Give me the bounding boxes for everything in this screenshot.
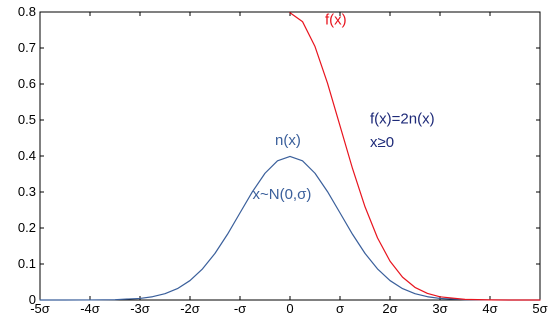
x-tick-label: 3σ [432,301,447,316]
x-tick-label: 5σ [532,301,547,316]
x-tick-label: σ [336,301,344,316]
axis-ticks [39,11,541,301]
axis-tick-labels: -5σ -4σ -3σ -2σ -σ 0 σ 2σ 3σ 4σ 5σ 0 0.1 0.2 0.3 0.4 0.5… [18,4,548,316]
chart-annotations: f(x) f(x)=2n(x) x≥0 n(x) x~N(0,σ) [253,12,435,204]
y-tick-label: 0.5 [18,112,36,127]
x-tick-label: -2σ [180,301,200,316]
x-tick-label: -σ [234,301,246,316]
y-tick-label: 0 [29,292,36,307]
y-tick-label: 0.6 [18,76,36,91]
series-line-1 [289,12,541,301]
annotation-label: n(x) [275,132,301,149]
x-tick-label: 4σ [482,301,497,316]
annotation-label: f(x)=2n(x) [370,111,435,128]
x-tick-label: 2σ [382,301,397,316]
annotation-label: x~N(0,σ) [253,186,312,203]
series-lines [39,12,541,301]
x-tick-label: 0 [286,301,293,316]
y-tick-label: 0.3 [18,184,36,199]
y-tick-label: 0.1 [18,256,36,271]
x-tick-label: -4σ [80,301,100,316]
y-tick-label: 0.4 [18,148,36,163]
y-tick-label: 0.8 [18,4,36,19]
x-tick-label: -3σ [130,301,150,316]
annotation-label: f(x) [325,12,347,29]
x-tick-label: -5σ [30,301,50,316]
annotation-label: x≥0 [370,134,394,151]
series-line-0 [39,155,541,301]
y-tick-label: 0.2 [18,220,36,235]
y-tick-label: 0.7 [18,40,36,55]
